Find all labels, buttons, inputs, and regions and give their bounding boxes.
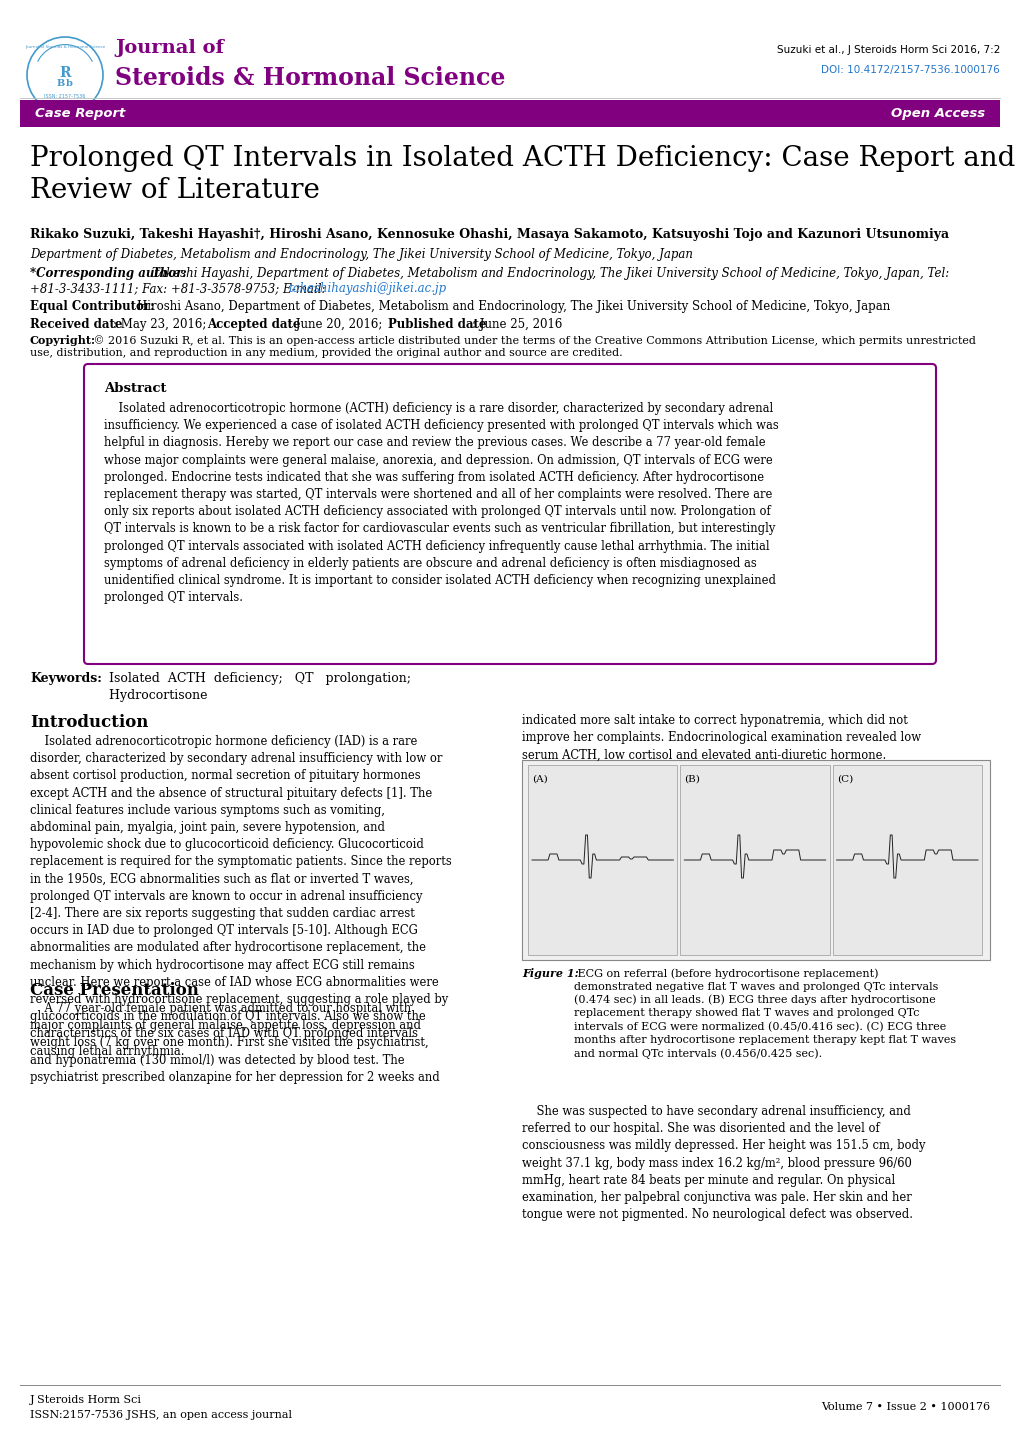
Text: ECG on referral (before hydrocortisone replacement)
demonstrated negative flat T: ECG on referral (before hydrocortisone r… [574,968,955,1058]
Text: ISSN:2157-7536 JSHS, an open access journal: ISSN:2157-7536 JSHS, an open access jour… [30,1410,291,1420]
Bar [680,766,828,955]
Text: Open Access: Open Access [890,107,984,120]
Text: Figure 1:: Figure 1: [522,968,578,979]
Text: Isolated  ACTH  deficiency;   QT   prolongation;
   Hydrocortisone: Isolated ACTH deficiency; QT prolongatio… [97,672,411,701]
Text: Case Presentation: Case Presentation [30,982,199,999]
Text: Keywords:: Keywords: [30,672,102,685]
Text: Abstract: Abstract [104,382,166,395]
Text: (B): (B) [684,774,699,784]
Text: : June 20, 2016;: : June 20, 2016; [287,319,386,332]
Bar [832,766,981,955]
Text: Copyright:: Copyright: [30,335,96,346]
Text: Prolonged QT Intervals in Isolated ACTH Deficiency: Case Report and Mini
Review : Prolonged QT Intervals in Isolated ACTH … [30,146,1019,205]
Text: Introduction: Introduction [30,714,148,731]
Text: Hiroshi Asano, Department of Diabetes, Metabolism and Endocrinology, The Jikei U: Hiroshi Asano, Department of Diabetes, M… [137,300,890,313]
Text: Isolated adrenocorticotropic hormone (ACTH) deficiency is a rare disorder, chara: Isolated adrenocorticotropic hormone (AC… [104,402,777,604]
Text: use, distribution, and reproduction in any medium, provided the original author : use, distribution, and reproduction in a… [30,348,622,358]
Text: R: R [59,66,70,79]
Text: Journal of Steroids & Hormonal Science: Journal of Steroids & Hormonal Science [24,45,105,49]
Text: indicated more salt intake to correct hyponatremia, which did not
improve her co: indicated more salt intake to correct hy… [522,714,920,761]
Bar [528,766,677,955]
Text: Rikako Suzuki, Takeshi Hayashi†, Hiroshi Asano, Kennosuke Ohashi, Masaya Sakamot: Rikako Suzuki, Takeshi Hayashi†, Hiroshi… [30,228,949,241]
Text: Journal of: Journal of [115,39,223,58]
Text: DOI: 10.4172/2157-7536.1000176: DOI: 10.4172/2157-7536.1000176 [820,65,999,75]
Text: +81-3-3433-1111; Fax: +81-3-3578-9753; E-mail:: +81-3-3433-1111; Fax: +81-3-3578-9753; E… [30,283,329,296]
Text: Suzuki et al., J Steroids Horm Sci 2016, 7:2: Suzuki et al., J Steroids Horm Sci 2016,… [775,45,999,55]
Text: Published date: Published date [387,319,486,332]
FancyBboxPatch shape [84,363,935,663]
Text: J Steroids Horm Sci: J Steroids Horm Sci [30,1394,142,1405]
Text: Equal Contributor:: Equal Contributor: [30,300,159,313]
Text: Case Report: Case Report [35,107,125,120]
Text: Accepted date: Accepted date [207,319,301,332]
Text: Isolated adrenocorticotropic hormone deficiency (IAD) is a rare
disorder, charac: Isolated adrenocorticotropic hormone def… [30,735,451,1057]
Text: A 77 year-old female patient was admitted to our hospital with
major complaints : A 77 year-old female patient was admitte… [30,1002,439,1084]
Text: (C): (C) [836,774,852,784]
Text: : May 23, 2016;: : May 23, 2016; [113,319,210,332]
Text: Steroids & Hormonal Science: Steroids & Hormonal Science [115,66,504,89]
Bar [20,99,999,127]
Text: : June 25, 2016: : June 25, 2016 [472,319,561,332]
Text: b: b [65,78,72,88]
Text: Received date: Received date [30,319,122,332]
Text: © 2016 Suzuki R, et al. This is an open-access article distributed under the ter: © 2016 Suzuki R, et al. This is an open-… [90,335,975,346]
Text: takeshihayashi@jikei.ac.jp: takeshihayashi@jikei.ac.jp [287,283,445,296]
Text: *Corresponding author:: *Corresponding author: [30,267,191,280]
Text: ISSN: 2157-7536: ISSN: 2157-7536 [44,95,86,99]
Text: B: B [57,78,65,88]
Text: Takeshi Hayashi, Department of Diabetes, Metabolism and Endocrinology, The Jikei: Takeshi Hayashi, Department of Diabetes,… [152,267,949,280]
Text: Volume 7 • Issue 2 • 1000176: Volume 7 • Issue 2 • 1000176 [820,1402,989,1412]
Text: (A): (A) [532,774,547,784]
Text: Department of Diabetes, Metabolism and Endocrinology, The Jikei University Schoo: Department of Diabetes, Metabolism and E… [30,248,692,261]
Bar [522,760,989,960]
Text: She was suspected to have secondary adrenal insufficiency, and
referred to our h: She was suspected to have secondary adre… [522,1105,924,1221]
